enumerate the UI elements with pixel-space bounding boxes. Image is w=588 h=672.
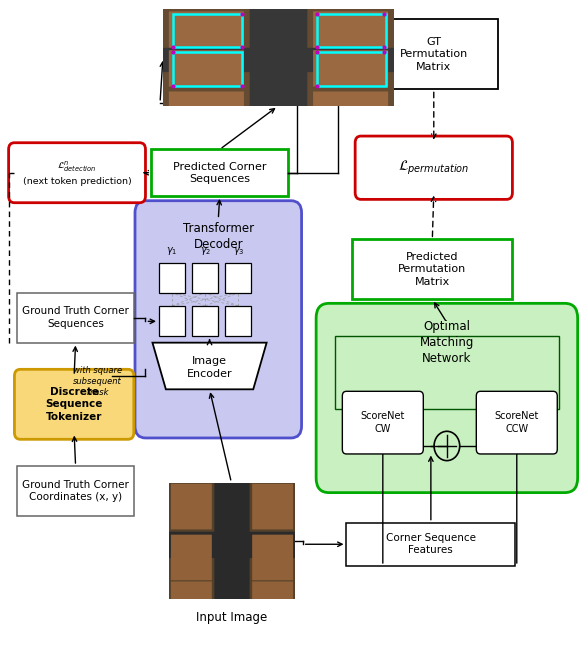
Text: Transformer
Decoder: Transformer Decoder — [183, 222, 254, 251]
Text: with square
subsequent
mask: with square subsequent mask — [73, 366, 122, 397]
FancyBboxPatch shape — [192, 263, 218, 293]
Text: Predicted
Permutation
Matrix: Predicted Permutation Matrix — [398, 252, 466, 287]
Text: ScoreNet
CCW: ScoreNet CCW — [495, 411, 539, 434]
Text: Discrete
Sequence
Tokenizer: Discrete Sequence Tokenizer — [45, 387, 103, 422]
FancyBboxPatch shape — [225, 306, 252, 336]
Text: Ground Truth Corner
Coordinates (x, y): Ground Truth Corner Coordinates (x, y) — [22, 480, 129, 502]
FancyBboxPatch shape — [17, 466, 134, 516]
FancyBboxPatch shape — [370, 19, 498, 89]
FancyBboxPatch shape — [346, 523, 515, 566]
FancyBboxPatch shape — [159, 306, 185, 336]
FancyBboxPatch shape — [476, 391, 557, 454]
Text: $\gamma_1$: $\gamma_1$ — [166, 245, 178, 257]
FancyBboxPatch shape — [151, 149, 288, 196]
Text: Corner Sequence
Features: Corner Sequence Features — [386, 533, 476, 556]
FancyBboxPatch shape — [316, 303, 577, 493]
Text: Optimal
Matching
Network: Optimal Matching Network — [420, 320, 474, 365]
FancyBboxPatch shape — [355, 136, 512, 200]
FancyBboxPatch shape — [342, 391, 423, 454]
Text: GT
Permutation
Matrix: GT Permutation Matrix — [400, 37, 468, 72]
FancyBboxPatch shape — [159, 263, 185, 293]
FancyBboxPatch shape — [15, 370, 134, 439]
Text: $\mathcal{L}_{permutation}$: $\mathcal{L}_{permutation}$ — [398, 159, 469, 177]
FancyBboxPatch shape — [192, 306, 218, 336]
Text: Predicted Corner
Sequences: Predicted Corner Sequences — [173, 161, 266, 184]
FancyBboxPatch shape — [135, 201, 302, 438]
Text: ScoreNet
CW: ScoreNet CW — [360, 411, 405, 434]
FancyBboxPatch shape — [9, 142, 145, 203]
Polygon shape — [152, 343, 266, 389]
FancyBboxPatch shape — [225, 263, 252, 293]
Text: $\mathcal{L}^n_{detection}$
(next token prediction): $\mathcal{L}^n_{detection}$ (next token … — [23, 160, 131, 185]
Text: Input Image: Input Image — [196, 612, 267, 624]
Text: $\gamma_3$: $\gamma_3$ — [233, 245, 244, 257]
Text: $\gamma_2$: $\gamma_2$ — [199, 245, 211, 257]
FancyBboxPatch shape — [17, 293, 134, 343]
FancyBboxPatch shape — [352, 239, 512, 299]
Text: Image
Encoder: Image Encoder — [187, 356, 232, 378]
Text: Ground Truth Corner
Sequences: Ground Truth Corner Sequences — [22, 306, 129, 329]
FancyBboxPatch shape — [335, 336, 559, 409]
